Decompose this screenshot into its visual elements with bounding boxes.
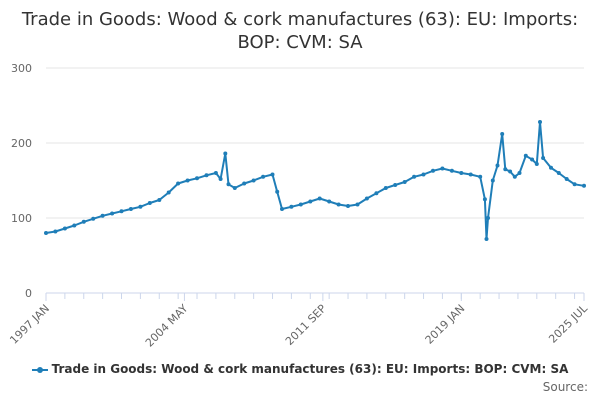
y-tick-label: 100 — [11, 212, 32, 225]
x-tick-label: 1997 JAN — [7, 302, 52, 347]
y-tick-label: 300 — [11, 62, 32, 75]
data-point — [327, 199, 332, 204]
plot-area — [44, 120, 586, 241]
data-point — [402, 180, 407, 184]
data-point — [298, 202, 303, 207]
data-point — [213, 171, 218, 175]
data-point — [538, 120, 542, 124]
y-tick-label: 200 — [11, 137, 32, 150]
data-point — [541, 156, 546, 160]
data-point — [449, 168, 454, 173]
source-credit[interactable]: Source: — [542, 380, 588, 394]
data-point — [484, 237, 489, 241]
data-point — [270, 172, 275, 177]
data-point — [317, 196, 322, 201]
data-point — [412, 174, 417, 179]
gridlines — [46, 67, 584, 219]
x-axis: 1997 JAN 2004 MAY 2011 SEP 2019 JAN 2025 JUL — [7, 292, 591, 350]
data-point — [195, 176, 199, 181]
legend-swatch-icon — [31, 365, 48, 375]
data-point — [218, 177, 223, 181]
x-tick-label: 2019 JAN — [423, 302, 468, 347]
legend[interactable]: Trade in Goods: Wood & cork manufactures… — [0, 362, 600, 376]
data-point — [223, 151, 228, 156]
line-chart: 0 100 200 300 1997 JAN 2004 MAY 2011 SEP 2019 … — [7, 62, 591, 350]
data-point — [421, 172, 426, 177]
data-point — [486, 216, 490, 220]
data-point — [482, 197, 487, 202]
data-point — [119, 209, 124, 214]
data-point — [242, 181, 247, 186]
data-point — [44, 231, 48, 235]
x-tick-label: 2025 JUL — [546, 301, 590, 345]
data-point — [364, 196, 369, 201]
data-point — [110, 211, 115, 216]
data-point — [280, 207, 284, 211]
data-point — [166, 190, 171, 195]
data-point — [251, 178, 256, 183]
data-point — [468, 172, 473, 177]
data-point — [534, 162, 539, 166]
data-point — [261, 174, 266, 179]
data-point — [289, 204, 294, 209]
data-point — [512, 174, 517, 179]
data-point — [393, 183, 398, 187]
data-point — [176, 181, 181, 186]
data-point — [81, 219, 86, 224]
data-point — [62, 226, 67, 231]
data-point — [346, 204, 350, 208]
data-point — [374, 191, 379, 196]
data-point — [147, 201, 152, 205]
data-point — [157, 198, 162, 202]
data-point — [572, 182, 577, 187]
data-point — [138, 204, 143, 209]
data-point — [336, 202, 341, 207]
data-point — [204, 173, 209, 178]
data-point — [478, 174, 483, 179]
data-point — [308, 199, 313, 204]
data-point — [556, 171, 561, 175]
series-line — [45, 121, 585, 240]
data-point — [232, 186, 237, 190]
data-point — [226, 182, 231, 187]
data-point — [275, 189, 280, 194]
y-axis-labels: 0 100 200 300 — [11, 62, 32, 300]
data-point — [128, 207, 133, 211]
data-point — [582, 183, 586, 188]
legend-label: Trade in Goods: Wood & cork manufactures… — [51, 362, 569, 376]
chart-title: Trade in Goods: Wood & cork manufactures… — [21, 9, 579, 53]
data-point — [517, 171, 522, 175]
data-point — [503, 167, 508, 172]
data-point — [100, 213, 105, 218]
data-point — [53, 229, 58, 234]
data-point — [500, 132, 505, 136]
data-point — [490, 178, 495, 183]
x-tick-label: 2011 SEP — [283, 302, 329, 348]
data-point — [549, 165, 553, 170]
data-point — [564, 177, 569, 181]
data-point — [72, 223, 77, 228]
data-point — [523, 153, 528, 158]
y-tick-label: 0 — [25, 287, 32, 300]
data-point — [383, 186, 388, 190]
data-point — [459, 171, 464, 175]
data-point — [91, 216, 96, 221]
data-point — [508, 169, 513, 174]
data-point — [440, 166, 445, 171]
data-point — [185, 178, 190, 183]
data-point — [530, 157, 535, 162]
data-point — [355, 202, 360, 207]
data-point — [495, 163, 500, 168]
x-tick-label: 2004 MAY — [143, 302, 191, 350]
data-point — [431, 168, 435, 173]
